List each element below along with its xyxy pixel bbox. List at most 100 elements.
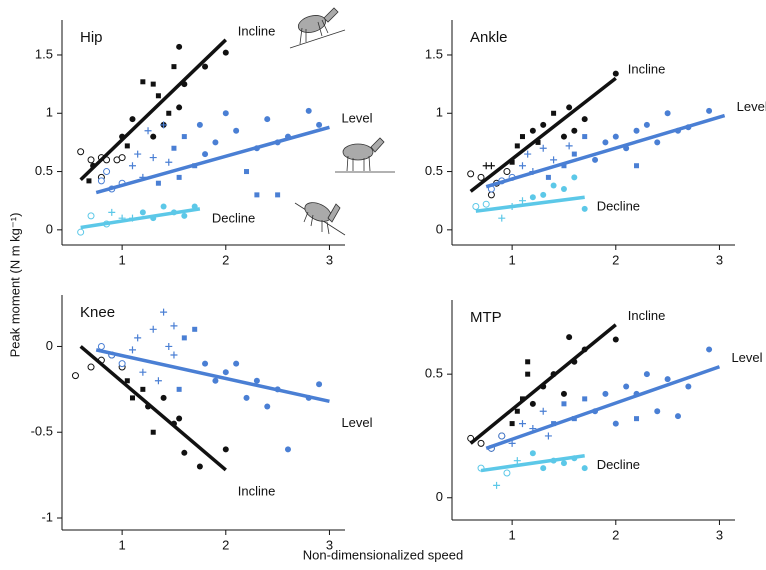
point [86, 178, 92, 184]
point [97, 342, 105, 350]
point [171, 64, 177, 70]
point [581, 205, 588, 212]
point [472, 203, 480, 211]
x-tick-label: 3 [716, 252, 723, 267]
point [181, 212, 188, 219]
point [139, 368, 147, 376]
point [134, 150, 142, 158]
series-label: Incline [628, 62, 666, 77]
point [129, 116, 136, 123]
y-tick-label: 1 [46, 105, 53, 120]
point [525, 371, 531, 377]
panel: MTP 0 0.5 1 2 3 Incline Level Decline [425, 300, 763, 542]
point [176, 386, 182, 392]
point [654, 408, 661, 415]
point [222, 110, 229, 117]
point [316, 381, 323, 388]
point [571, 174, 578, 181]
point [560, 133, 567, 140]
point [155, 93, 161, 99]
point [305, 107, 312, 114]
point [493, 481, 501, 489]
goat-level [335, 137, 395, 173]
series-label: Decline [597, 457, 640, 472]
point [149, 154, 157, 162]
series-label: Decline [212, 210, 255, 225]
point [155, 180, 161, 186]
point [513, 457, 521, 465]
point [196, 463, 203, 470]
point [264, 116, 271, 123]
point [498, 214, 506, 222]
point [514, 408, 520, 414]
point [560, 390, 567, 397]
point [77, 228, 85, 236]
point [664, 110, 671, 117]
point [477, 173, 485, 181]
point [581, 465, 588, 472]
point [202, 151, 209, 158]
point [160, 394, 167, 401]
point [233, 127, 240, 134]
series-label: Level [341, 111, 372, 126]
point [612, 336, 619, 343]
point [582, 134, 588, 140]
goat-decline [294, 202, 346, 236]
panel: Ankle 0 0.5 1 1.5 1 2 3 Incline Level Decline [425, 20, 766, 267]
point [129, 395, 135, 401]
point [706, 346, 713, 353]
point [565, 142, 573, 150]
point [514, 143, 520, 149]
point [140, 386, 146, 392]
y-tick-label: 0.5 [425, 366, 443, 381]
y-tick-label: 0 [46, 338, 53, 353]
point [176, 415, 183, 422]
point [181, 134, 187, 140]
point [222, 446, 229, 453]
point [124, 378, 130, 384]
goat-incline [289, 7, 346, 49]
point [181, 335, 187, 341]
fit-line [95, 348, 330, 404]
point [150, 133, 157, 140]
point [124, 143, 130, 149]
series-label: Incline [628, 308, 666, 323]
point [243, 394, 250, 401]
point [154, 377, 162, 385]
x-tick-label: 1 [119, 252, 126, 267]
y-tick-label: 1.5 [35, 46, 53, 61]
point [165, 342, 173, 350]
point [545, 174, 551, 180]
point [222, 369, 229, 376]
point [566, 334, 573, 341]
panel-title: Ankle [470, 29, 508, 46]
x-tick-label: 3 [716, 527, 723, 542]
panel-title: Hip [80, 29, 103, 46]
point [540, 121, 547, 128]
point [581, 116, 588, 123]
y-tick-label: -1 [41, 509, 53, 524]
point [264, 403, 271, 410]
series-label: Incline [238, 483, 276, 498]
point [592, 156, 599, 163]
point [202, 360, 209, 367]
point [674, 413, 681, 420]
x-tick-label: 1 [509, 527, 516, 542]
point [550, 156, 558, 164]
point [551, 110, 557, 116]
point [602, 390, 609, 397]
point [181, 449, 188, 456]
point [108, 208, 116, 216]
point [128, 346, 136, 354]
point [561, 401, 567, 407]
point [612, 133, 619, 140]
point [166, 110, 172, 116]
series-label: Level [731, 350, 762, 365]
point [524, 150, 532, 158]
point [509, 159, 515, 165]
y-tick-label: 1 [436, 105, 443, 120]
series-label: Level [341, 415, 372, 430]
point [176, 174, 182, 180]
y-tick-label: 0.5 [425, 163, 443, 178]
x-tick-label: 3 [326, 537, 333, 552]
